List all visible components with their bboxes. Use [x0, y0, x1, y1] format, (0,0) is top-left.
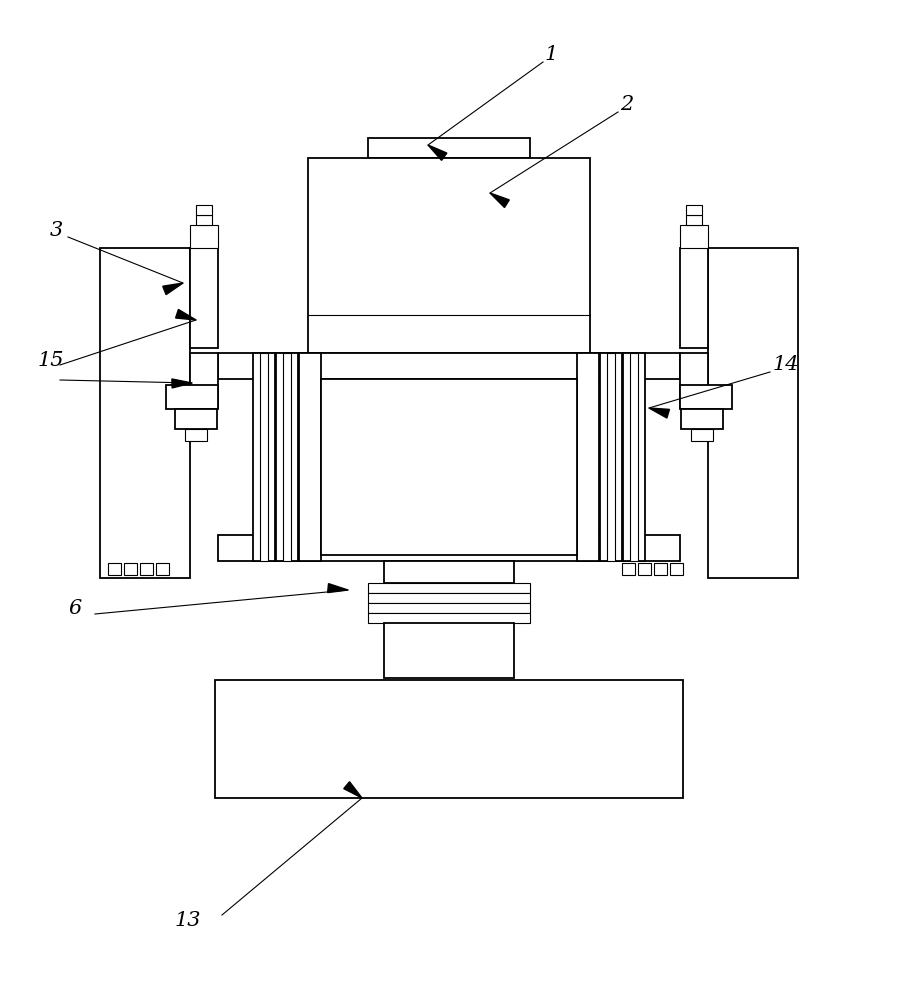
Bar	[630, 353, 638, 561]
Bar	[108, 563, 121, 575]
Bar	[384, 561, 514, 583]
Bar	[253, 353, 275, 561]
Text: 3: 3	[50, 221, 63, 239]
Polygon shape	[344, 782, 362, 798]
Polygon shape	[490, 193, 509, 207]
Bar	[600, 353, 622, 561]
Bar	[190, 248, 218, 348]
Bar	[680, 248, 708, 348]
Bar	[607, 353, 615, 561]
Bar	[680, 225, 708, 248]
Bar	[260, 353, 268, 561]
Polygon shape	[428, 145, 447, 160]
Bar	[308, 158, 590, 353]
Polygon shape	[328, 584, 348, 593]
Text: 15: 15	[38, 351, 65, 369]
Text: 1: 1	[545, 45, 559, 64]
Bar	[299, 353, 321, 561]
Bar	[166, 385, 218, 409]
Bar	[384, 623, 514, 678]
Bar	[368, 593, 530, 603]
Bar	[691, 429, 713, 441]
Bar	[670, 563, 683, 575]
Bar	[638, 563, 651, 575]
Bar	[681, 409, 723, 429]
Bar	[368, 583, 530, 593]
Bar	[680, 385, 732, 409]
Bar	[196, 215, 212, 225]
Bar	[124, 563, 137, 575]
Text: 13: 13	[175, 910, 201, 930]
Bar	[623, 353, 645, 561]
Text: 14: 14	[773, 356, 799, 374]
Bar	[686, 215, 702, 225]
Bar	[708, 248, 798, 578]
Polygon shape	[649, 408, 669, 418]
Text: 6: 6	[68, 598, 81, 617]
Bar	[368, 613, 530, 623]
Bar	[654, 563, 667, 575]
Bar	[321, 379, 577, 555]
Polygon shape	[176, 309, 196, 320]
Bar	[185, 429, 207, 441]
Bar	[276, 353, 298, 561]
Bar	[156, 563, 169, 575]
Bar	[686, 205, 702, 215]
Bar	[368, 138, 530, 158]
Bar	[140, 563, 153, 575]
Bar	[218, 535, 680, 561]
Polygon shape	[172, 379, 192, 388]
Bar	[196, 205, 212, 215]
Bar	[190, 353, 218, 408]
Bar	[368, 603, 530, 613]
Bar	[218, 353, 680, 379]
Bar	[175, 409, 217, 429]
Bar	[215, 680, 683, 798]
Bar	[283, 353, 291, 561]
Text: 2: 2	[620, 96, 633, 114]
Polygon shape	[163, 283, 183, 295]
Bar	[100, 248, 190, 578]
Bar	[190, 225, 218, 248]
Bar	[680, 353, 708, 408]
Bar	[577, 353, 599, 561]
Bar	[622, 563, 635, 575]
